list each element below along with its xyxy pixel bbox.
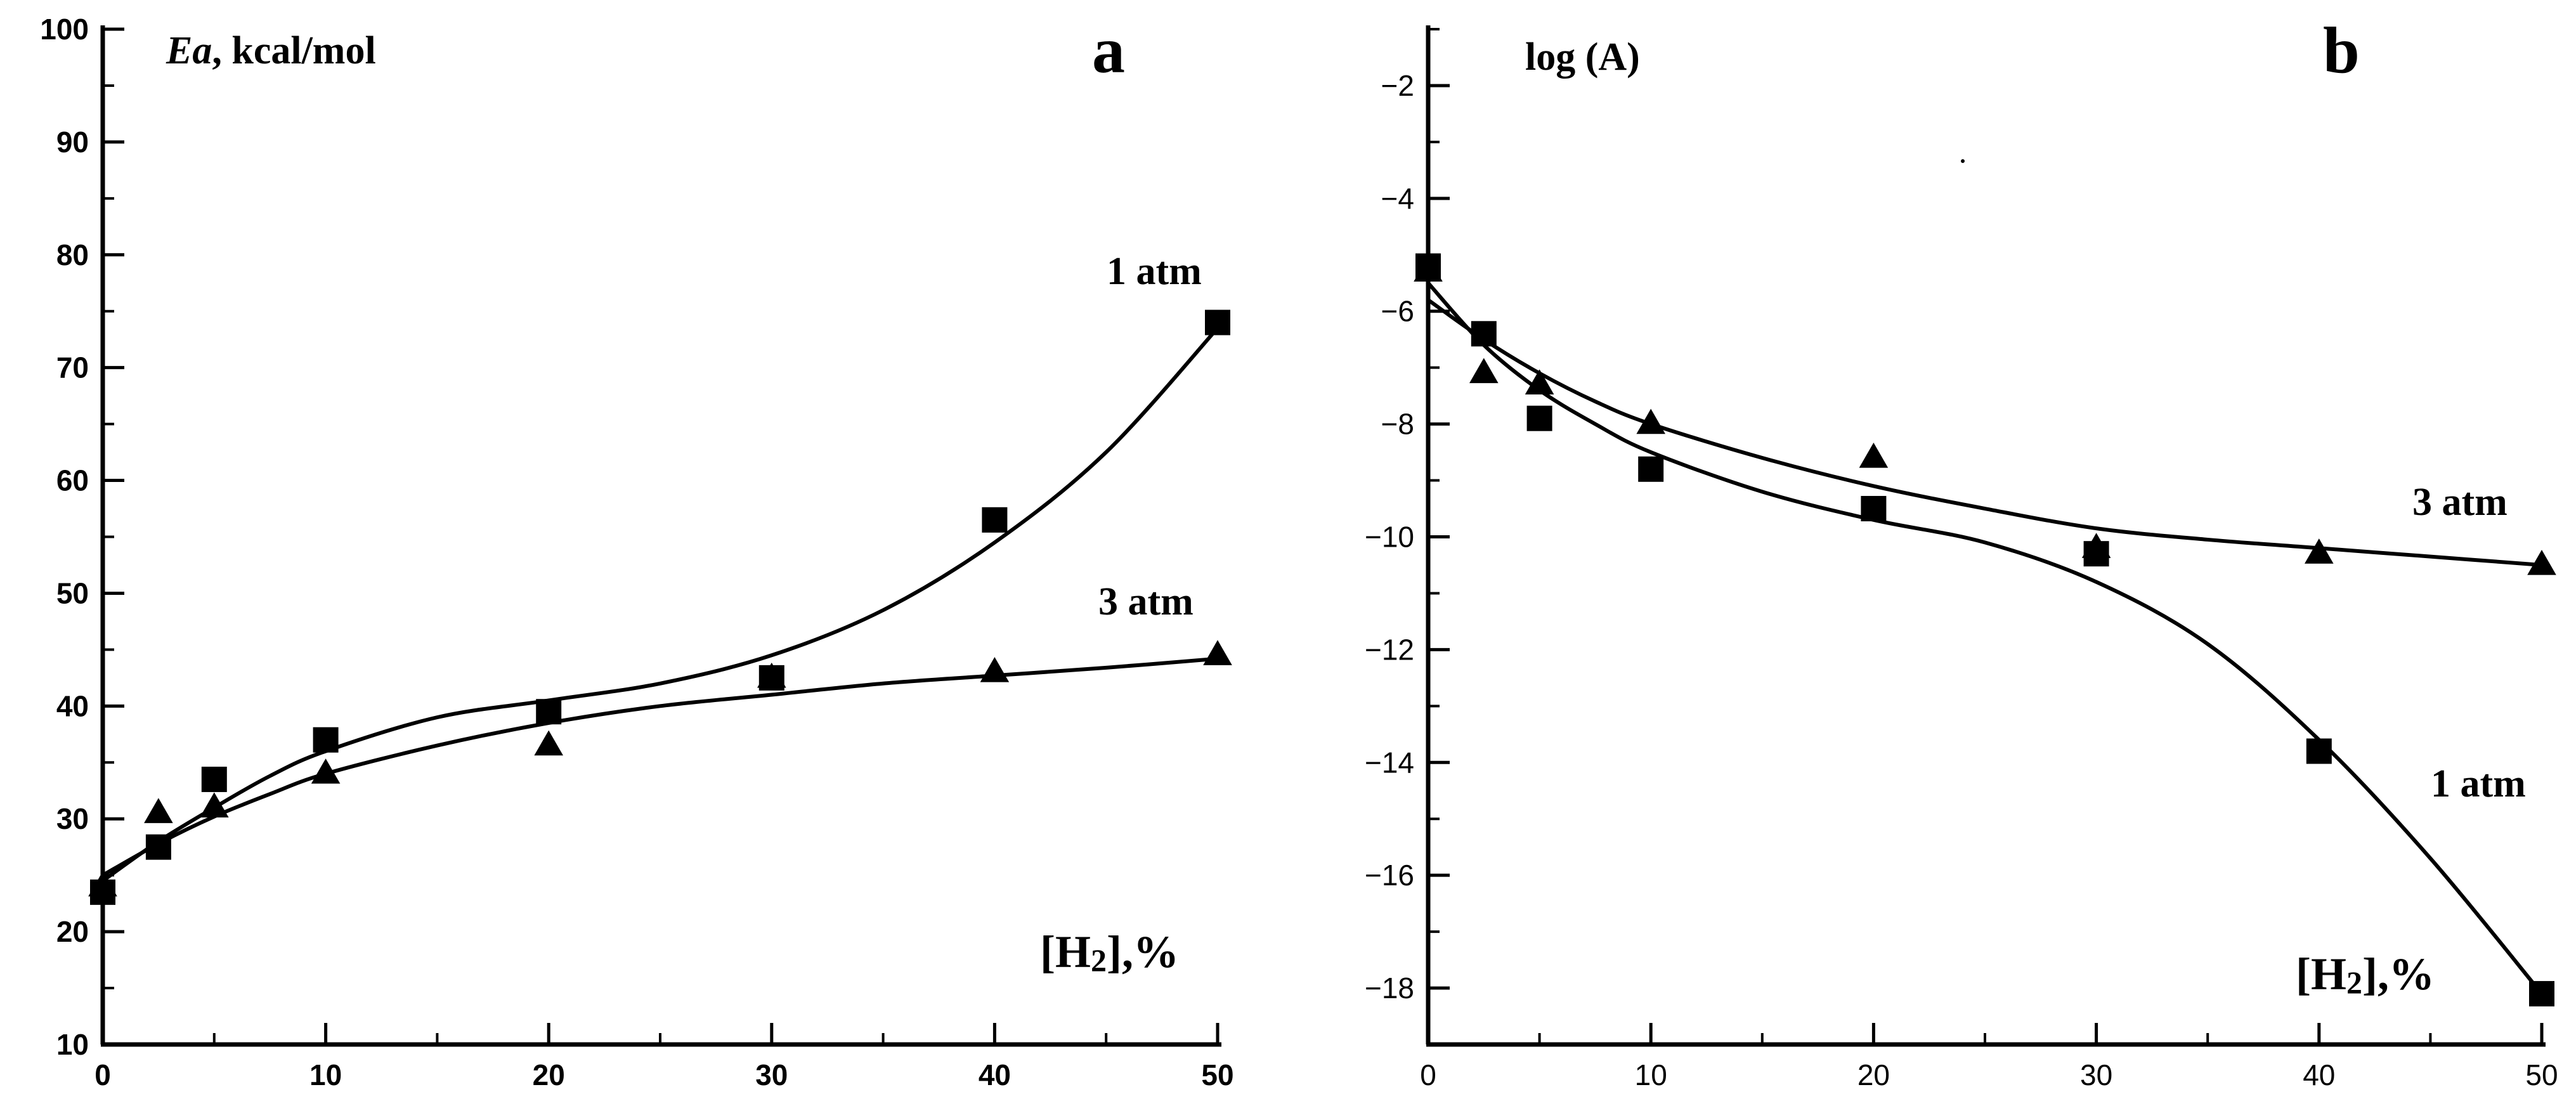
panel-b-x-tick-label: 40 <box>2303 1058 2335 1091</box>
panel-a-point-square <box>313 727 339 753</box>
panel-a-y-axis-title-symbol: Ea <box>166 29 212 72</box>
panel-a-y-tick-label: 10 <box>56 1028 89 1061</box>
panel-a-fit-curve-1atm <box>101 327 1220 883</box>
panel-a-y-axis-title-unit: , kcal/mol <box>212 29 375 72</box>
panel-a-point-square <box>1205 309 1230 335</box>
panel-a-x-tick-label: 0 <box>94 1058 111 1091</box>
panel-a-point-triangle <box>534 730 563 756</box>
panel-b-point-triangle <box>1525 369 1554 394</box>
panel-b-point-triangle <box>2527 549 2556 575</box>
panel-b-stray-dot <box>1961 159 1965 163</box>
panel-a-x-axis-title-sub: 2 <box>1091 942 1107 978</box>
panel-b-x-tick-label: 50 <box>2525 1058 2558 1091</box>
panel-b-x-tick-label: 10 <box>1635 1058 1667 1091</box>
panel-b-x-tick-label: 20 <box>1857 1058 1890 1091</box>
panel-a-x-axis-title: [H2],% <box>1040 927 1179 978</box>
panel-a-point-triangle <box>200 792 229 818</box>
panel-a-x-tick-label: 30 <box>755 1058 788 1091</box>
panel-a-y-tick-label: 50 <box>56 576 89 609</box>
panel-b-point-triangle <box>1859 442 1889 468</box>
panel-b-point-square <box>1471 321 1497 347</box>
panel-a-point-triangle <box>144 798 173 823</box>
panel-a-y-tick-label: 80 <box>56 238 89 271</box>
panel-b-point-square <box>1861 496 1887 522</box>
panel-b-series-label-3atm: 3 atm <box>2412 481 2508 524</box>
panel-b-fit-curve-3atm <box>1427 298 2542 567</box>
panel-a-point-triangle <box>311 758 341 784</box>
panel-b-letter: b <box>2323 14 2360 87</box>
panel-b-y-tick-label: −18 <box>1365 972 1414 1005</box>
panel-b-y-tick-label: −8 <box>1381 408 1414 441</box>
panel-a-point-square <box>145 834 171 860</box>
panel-a-point-triangle <box>1203 640 1232 665</box>
panel-b-y-tick-label: −2 <box>1381 69 1414 102</box>
panel-a-x-axis-title-tail: ],% <box>1107 927 1179 977</box>
panel-b-x-axis-title-sub: 2 <box>2346 965 2362 1000</box>
panel-b-y-tick-label: −14 <box>1365 746 1414 779</box>
panel-a-letter: a <box>1092 14 1125 87</box>
panel-b-x-axis-title-main: [H <box>2296 949 2346 999</box>
panel-a-x-axis-title-main: [H <box>1040 927 1091 977</box>
panel-b-y-tick-label: −10 <box>1365 521 1414 554</box>
panel-a-y-tick-label: 90 <box>56 126 89 159</box>
panel-b-fit-curves <box>1426 282 2544 995</box>
panel-b-point-square <box>2306 738 2332 764</box>
panel-b-fit-curve-1atm <box>1426 282 2544 995</box>
panel-b-x-axis-title: [H2],% <box>2296 949 2435 1000</box>
panel-b-x-tick-label: 0 <box>1420 1058 1436 1091</box>
panel-a-y-tick-label: 60 <box>56 464 89 497</box>
panel-a-point-square <box>536 699 562 725</box>
panel-b-point-triangle <box>1414 256 1443 282</box>
panel-a-series-label-1atm: 1 atm <box>1107 250 1202 293</box>
panel-b-point-triangle <box>1636 408 1665 434</box>
panel-b-y-axis-title: log (A) <box>1525 36 1640 79</box>
panel-b-y-tick-label: −12 <box>1365 633 1414 666</box>
panel-b-point-triangle <box>2305 538 2334 564</box>
panel-a-fit-curves <box>101 327 1220 883</box>
panel-b-point-triangle <box>2081 533 2111 558</box>
panel-b-y-tick-label: −6 <box>1381 295 1414 328</box>
panel-a-point-triangle <box>757 662 786 688</box>
panel-b-point-square <box>1638 456 1664 482</box>
panel-a-point-triangle <box>980 656 1010 682</box>
panel-b-data-points <box>1414 253 2556 1006</box>
panel-a-y-tick-label: 30 <box>56 802 89 835</box>
panel-a-x-tick-label: 10 <box>309 1058 342 1091</box>
panel-b-x-axis-title-tail: ],% <box>2362 949 2435 999</box>
panel-b-y-tick-label: −16 <box>1365 859 1414 892</box>
panel-a-x-tick-label: 50 <box>1201 1058 1233 1091</box>
panel-a-point-triangle <box>88 871 117 897</box>
panel-a-y-tick-label: 70 <box>56 351 89 384</box>
panel-a-series-label-3atm: 3 atm <box>1098 580 1194 623</box>
panel-a-y-tick-label: 100 <box>40 13 89 46</box>
panel-a-x-tick-label: 20 <box>533 1058 565 1091</box>
panel-b-series-label-1atm: 1 atm <box>2431 762 2526 805</box>
panel-b-point-square <box>2529 980 2554 1006</box>
panel-a-y-tick-label: 20 <box>56 915 89 948</box>
panel-a-fit-curve-3atm <box>101 656 1218 877</box>
panel-a-y-axis-title: Ea, kcal/mol <box>166 29 376 72</box>
panel-b: −2 −4 −6 −8 −10 −12 −14 −16 −18 0 10 20 30 40 50 b log… <box>1365 14 2558 1091</box>
panel-b-y-tick-label: −4 <box>1381 182 1414 215</box>
panel-a-point-square <box>982 507 1008 533</box>
panel-a-point-square <box>201 766 227 792</box>
panel-a-y-tick-label: 40 <box>56 689 89 722</box>
panel-b-point-triangle <box>1469 358 1499 384</box>
panel-b-point-square <box>1526 405 1552 431</box>
panel-b-x-tick-label: 30 <box>2080 1058 2112 1091</box>
panel-b-axes: −2 −4 −6 −8 −10 −12 −14 −16 −18 0 10 20 30 40 50 <box>1365 25 2558 1091</box>
panel-a-x-tick-label: 40 <box>979 1058 1011 1091</box>
panel-a-data-points <box>88 309 1232 905</box>
